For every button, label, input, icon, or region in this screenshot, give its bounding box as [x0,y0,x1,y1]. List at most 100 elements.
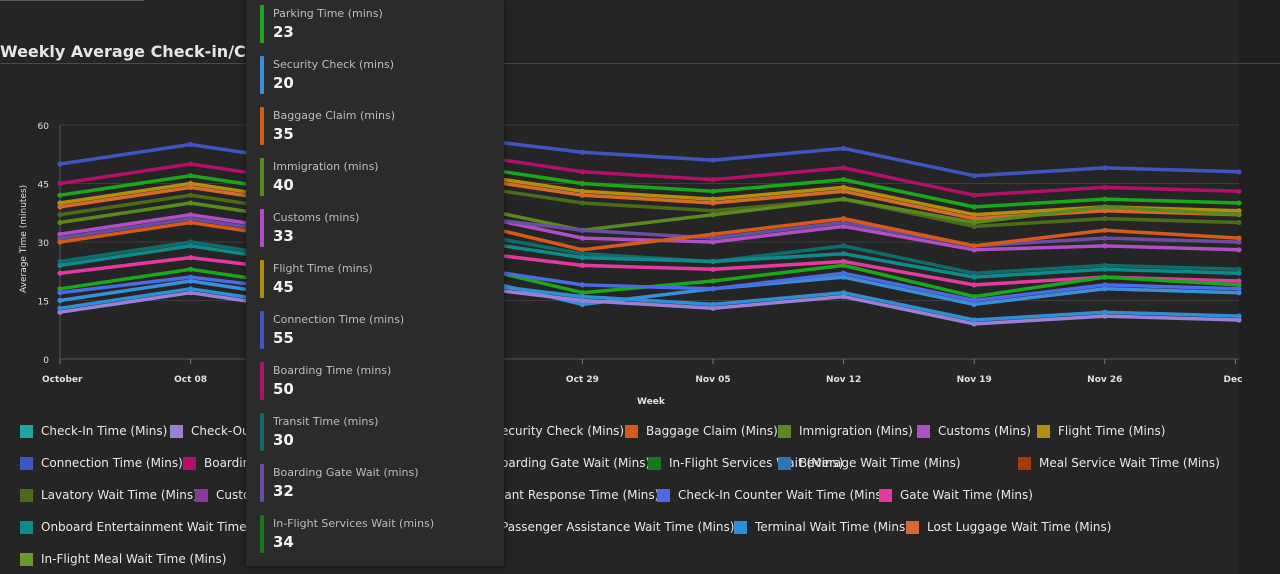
tooltip-value: 55 [273,329,294,347]
data-point [188,212,194,218]
data-point [579,290,586,296]
data-point [710,286,716,292]
legend-swatch [625,424,638,438]
legend-item[interactable]: In-Flight Meal Wait Time (Mins) [20,551,226,567]
data-point [1102,243,1108,249]
data-point [1102,286,1108,292]
data-point [971,219,977,226]
x-tick-label: Nov 26 [1087,375,1122,385]
legend-item[interactable]: Immigration (Mins) [778,423,913,439]
legend-label: Boardir [204,456,248,470]
data-point [1236,290,1242,296]
data-point [1102,274,1108,280]
data-point [1236,286,1242,292]
legend-label: oarding Gate Wait (Mins) [501,456,651,470]
x-tick-label: Oct 08 [174,375,207,385]
data-point [579,149,586,155]
tooltip-label: Baggage Claim (mins) [273,109,396,122]
legend-item[interactable]: Connection Time (Mins) [20,455,183,471]
legend-swatch [195,488,208,502]
legend-item[interactable]: Lavatory Wait Time (Mins) [20,487,198,503]
legend-item[interactable]: Beverage Wait Time (Mins) [778,455,961,471]
data-point [188,286,194,292]
legend-swatch [917,424,930,438]
data-point [57,192,63,198]
legend-item[interactable]: Boardir [183,455,248,471]
data-point [1236,247,1242,253]
legend-item[interactable]: Flight Time (Mins) [1037,423,1165,439]
legend-item[interactable]: Check-In Time (Mins) [20,423,167,439]
tooltip-color-bar [260,260,264,298]
legend-swatch [20,488,33,502]
data-point [1102,165,1108,171]
data-point [188,255,194,261]
legend-item[interactable]: lant Response Time (Mins) [480,487,659,503]
data-point [57,235,63,241]
legend-label: Check-In Time (Mins) [41,424,168,438]
legend-item[interactable]: Custo [195,487,250,503]
data-point [579,255,586,261]
tooltip-label: Boarding Time (mins) [273,364,392,377]
data-point [841,294,847,300]
data-point [1102,282,1108,288]
legend-swatch [879,488,892,502]
legend-item[interactable]: Lost Luggage Wait Time (Mins) [906,519,1111,535]
data-point [188,243,194,249]
legend-item[interactable]: Onboard Entertainment Wait Time (Min [20,519,276,535]
legend-item[interactable]: Gate Wait Time (Mins) [879,487,1033,503]
legend-label: In-Flight Services Wait (Mins) [669,456,844,470]
data-point [579,227,586,233]
data-point [579,192,586,198]
data-point [710,212,716,218]
legend-item[interactable]: Terminal Wait Time (Mins) [734,519,910,535]
tooltip-value: 34 [273,533,294,551]
legend-item[interactable]: oarding Gate Wait (Mins) [480,455,650,471]
x-tick-label: Nov 12 [826,375,861,385]
top-edge-line [0,0,144,1]
tooltip-color-bar [260,311,264,349]
data-point [188,141,194,148]
data-point [188,216,194,222]
legend-item[interactable]: Meal Service Wait Time (Mins) [1018,455,1220,471]
data-point [710,177,716,183]
data-point [57,239,63,245]
data-point [971,274,977,280]
legend-item[interactable]: Check-Ou [170,423,250,439]
y-tick-label: 30 [38,239,50,249]
data-point [971,294,977,300]
tooltip-color-bar [260,362,264,400]
legend-label: Terminal Wait Time (Mins) [755,520,910,534]
data-point [710,266,716,272]
x-tick-label: Oct 29 [566,375,599,385]
data-point [710,157,716,163]
data-point [841,196,847,202]
legend-item[interactable]: ecurity Check (Mins) [480,423,624,439]
legend-item[interactable]: Customs (Mins) [917,423,1031,439]
legend-item[interactable]: Baggage Claim (Mins) [625,423,778,439]
legend-label: Check-Ou [191,424,250,438]
tooltip-item: Connection Time (mins) 55 [260,309,500,351]
data-point [841,177,847,183]
data-point [710,196,716,202]
legend-swatch [170,424,183,438]
tooltip-item: In-Flight Services Wait (mins) 34 [260,513,500,555]
legend-item[interactable]: In-Flight Services Wait (Mins) [648,455,843,471]
data-point [57,286,63,292]
y-tick-label: 60 [38,122,50,132]
data-point [710,305,716,311]
data-point [579,169,586,175]
legend-item[interactable]: Passenger Assistance Wait Time (Mins) [480,519,734,535]
data-point [1102,235,1108,241]
legend-item[interactable]: Check-In Counter Wait Time (Mins) [657,487,886,503]
data-point [188,173,194,179]
tooltip-value: 45 [273,278,294,296]
data-point [710,200,716,206]
x-axis-title: Week [637,397,665,407]
data-point [841,188,847,194]
tooltip-color-bar [260,464,264,502]
data-point [841,145,847,151]
data-point [841,262,847,268]
data-point [57,297,63,304]
tooltip-value: 20 [273,74,294,92]
data-point [579,301,586,307]
